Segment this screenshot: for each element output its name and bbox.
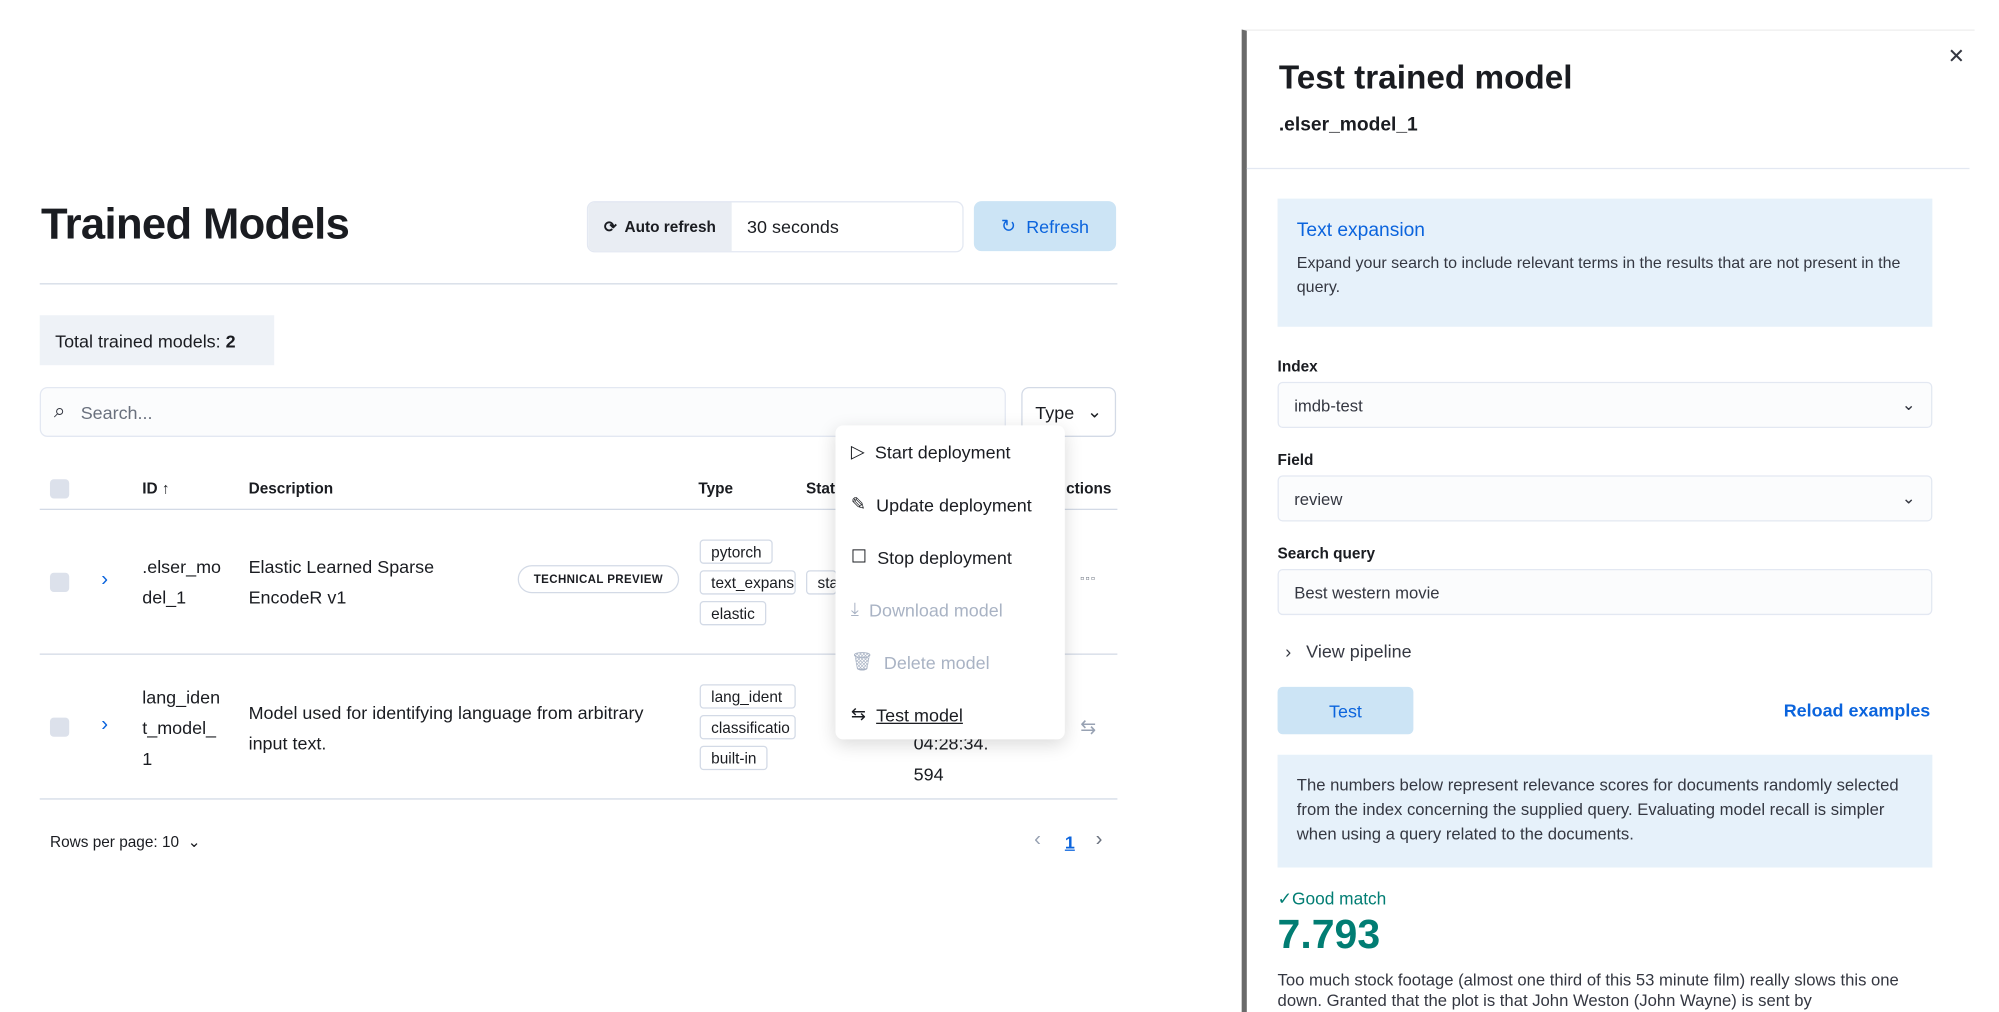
more-actions-icon[interactable]: ▫▫▫ bbox=[1080, 571, 1097, 585]
refresh-label: Refresh bbox=[1026, 215, 1090, 237]
type-filter-label: Type bbox=[1035, 401, 1075, 423]
test-icon: ⇆ bbox=[850, 703, 866, 724]
search-input[interactable]: ⌕ Search... bbox=[39, 386, 1006, 437]
view-pipeline-toggle[interactable]: › View pipeline bbox=[1285, 640, 1412, 662]
type-badge: pytorch bbox=[699, 539, 774, 564]
chevron-down-icon: ⌄ bbox=[1087, 401, 1103, 422]
column-header-type: Type bbox=[698, 479, 734, 498]
total-label: Total trained models: bbox=[55, 329, 221, 351]
previous-page-icon[interactable]: ‹ bbox=[1034, 829, 1041, 851]
model-id: lang_iden t_model_ 1 bbox=[142, 686, 221, 769]
divider bbox=[39, 653, 1118, 655]
reload-examples-link[interactable]: Reload examples bbox=[1783, 699, 1931, 721]
refresh-cycle-icon: ⟳ bbox=[603, 217, 617, 236]
row-checkbox[interactable] bbox=[49, 572, 70, 593]
menu-item-download-model: ⤓ Download model bbox=[850, 598, 1003, 620]
type-badge: classificatio bbox=[699, 715, 796, 740]
search-icon: ⌕ bbox=[53, 400, 66, 423]
auto-refresh-toggle[interactable]: ⟳ Auto refresh bbox=[588, 202, 732, 252]
result-text: Too much stock footage (almost one third… bbox=[1277, 970, 1899, 1010]
index-label: Index bbox=[1277, 357, 1318, 376]
type-badge: built-in bbox=[699, 745, 769, 771]
expand-row-icon[interactable]: › bbox=[101, 568, 109, 591]
play-icon: ▷ bbox=[850, 440, 865, 462]
menu-item-test-model[interactable]: ⇆ Test model bbox=[850, 703, 963, 725]
stop-icon: ☐ bbox=[850, 545, 867, 567]
column-header-id[interactable]: ID ↑ bbox=[142, 479, 170, 498]
search-query-label: Search query bbox=[1277, 544, 1376, 563]
relevance-score: 7.793 bbox=[1277, 911, 1381, 958]
total-models-badge: Total trained models: 2 bbox=[39, 315, 275, 366]
close-icon[interactable]: ✕ bbox=[1947, 46, 1965, 68]
download-icon: ⤓ bbox=[850, 598, 859, 619]
field-label: Field bbox=[1277, 451, 1314, 469]
page-number-button[interactable]: 1 bbox=[1064, 831, 1075, 853]
model-description: Elastic Learned Sparse EncodeR v1 bbox=[248, 556, 435, 608]
auto-refresh-control[interactable]: ⟳ Auto refresh 30 seconds bbox=[586, 201, 964, 253]
type-filter-button[interactable]: Type ⌄ bbox=[1021, 386, 1117, 437]
row-checkbox[interactable] bbox=[49, 717, 70, 737]
type-badge: lang_ident bbox=[699, 684, 796, 709]
test-button[interactable]: Test bbox=[1277, 686, 1414, 735]
text-expansion-callout: Text expansion Expand your search to inc… bbox=[1277, 198, 1933, 327]
search-query-input[interactable]: Best western movie bbox=[1277, 568, 1933, 616]
column-header-description: Description bbox=[248, 479, 334, 498]
expand-row-icon[interactable]: › bbox=[101, 713, 109, 736]
menu-item-stop-deployment[interactable]: ☐ Stop deployment bbox=[850, 545, 1012, 568]
pencil-icon: ✎ bbox=[850, 493, 866, 514]
callout-title: Text expansion bbox=[1296, 219, 1426, 241]
type-badge: elastic bbox=[699, 600, 767, 626]
total-count: 2 bbox=[225, 329, 236, 351]
divider bbox=[1246, 167, 1970, 170]
state-badge: sta bbox=[806, 570, 837, 595]
field-select[interactable]: review ⌄ bbox=[1277, 475, 1933, 522]
select-all-checkbox[interactable] bbox=[49, 479, 70, 499]
model-description: Model used for identifying language from… bbox=[248, 702, 644, 754]
divider bbox=[39, 508, 1118, 510]
next-page-icon[interactable]: › bbox=[1095, 829, 1103, 851]
trash-icon: 🗑 bbox=[850, 650, 874, 672]
menu-item-start-deployment[interactable]: ▷ Start deployment bbox=[850, 440, 1011, 462]
search-placeholder: Search... bbox=[80, 401, 153, 423]
good-match-label: ✓Good match bbox=[1277, 889, 1387, 909]
check-icon: ✓ bbox=[1277, 889, 1293, 909]
chevron-down-icon: ⌄ bbox=[1901, 394, 1916, 414]
refresh-button[interactable]: ↻ Refresh bbox=[973, 201, 1117, 252]
flyout-title: Test trained model bbox=[1278, 57, 1573, 97]
column-header-state: Stat bbox=[806, 479, 836, 498]
index-select[interactable]: imdb-test ⌄ bbox=[1277, 381, 1933, 428]
auto-refresh-label: Auto refresh bbox=[624, 217, 716, 236]
column-header-actions: ctions bbox=[1066, 479, 1112, 498]
type-badge: text_expans bbox=[699, 570, 796, 595]
refresh-icon: ↻ bbox=[1000, 215, 1016, 236]
rows-per-page-button[interactable]: Rows per page: 10 ⌄ bbox=[49, 832, 201, 851]
menu-item-delete-model: 🗑 Delete model bbox=[850, 650, 990, 673]
divider bbox=[39, 798, 1118, 800]
callout-text: Expand your search to include relevant t… bbox=[1296, 253, 1901, 297]
test-model-icon[interactable]: ⇆ bbox=[1080, 716, 1097, 739]
technical-preview-badge: TECHNICAL PREVIEW bbox=[517, 565, 680, 594]
chevron-down-icon: ⌄ bbox=[1901, 488, 1916, 508]
flyout-model-id: .elser_model_1 bbox=[1278, 114, 1418, 136]
menu-item-update-deployment[interactable]: ✎ Update deployment bbox=[850, 493, 1032, 515]
divider bbox=[39, 283, 1118, 285]
info-callout: The numbers below represent relevance sc… bbox=[1277, 754, 1933, 868]
model-id: .elser_mo del_1 bbox=[142, 556, 222, 608]
page-title: Trained Models bbox=[41, 199, 350, 249]
actions-context-menu: ▷ Start deployment ✎ Update deployment ☐ St… bbox=[835, 425, 1065, 740]
auto-refresh-interval[interactable]: 30 seconds bbox=[747, 216, 839, 238]
